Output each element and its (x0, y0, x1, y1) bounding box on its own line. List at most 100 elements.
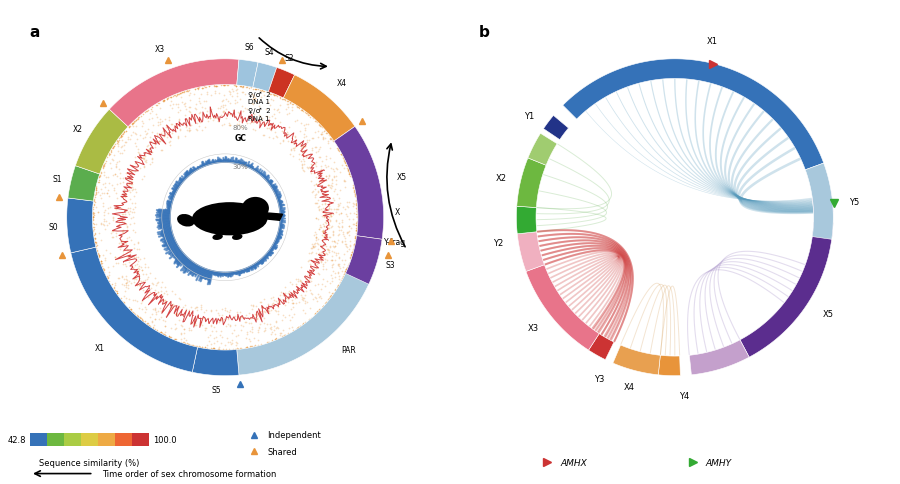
Point (217, 81, 231, 89)
Point (153, 119, 167, 126)
Text: X3: X3 (527, 324, 539, 333)
Point (110, 137, 124, 145)
Point (86, 226, 101, 234)
Point (247, 93, 261, 101)
Point (171, 117, 185, 124)
Point (229, 338, 243, 346)
Polygon shape (164, 242, 176, 247)
Point (209, 83, 223, 91)
Polygon shape (208, 271, 211, 281)
Point (163, 102, 177, 110)
Point (273, 102, 287, 110)
Polygon shape (243, 163, 245, 166)
Point (229, 123, 243, 131)
Point (162, 117, 176, 124)
Point (87, 234, 102, 242)
Point (321, 295, 336, 302)
Polygon shape (193, 266, 199, 277)
Point (97, 209, 112, 216)
Point (317, 127, 331, 135)
Point (265, 295, 279, 302)
Point (328, 216, 343, 224)
Point (284, 317, 298, 325)
Point (129, 188, 143, 196)
Polygon shape (193, 348, 239, 376)
Polygon shape (163, 241, 176, 247)
Polygon shape (207, 162, 209, 166)
Point (294, 162, 309, 169)
Point (242, 335, 256, 343)
Point (86, 206, 100, 213)
Polygon shape (267, 253, 271, 257)
Point (303, 304, 318, 312)
Point (335, 257, 349, 265)
Point (116, 179, 130, 186)
Point (298, 143, 312, 151)
Point (128, 168, 142, 176)
Point (338, 159, 352, 166)
Point (281, 101, 295, 108)
Point (328, 243, 342, 251)
Point (130, 312, 144, 319)
Point (150, 288, 165, 296)
Point (285, 323, 300, 331)
Point (245, 118, 259, 125)
Point (148, 316, 163, 323)
Point (280, 294, 294, 302)
Point (346, 243, 361, 251)
Point (320, 224, 335, 232)
Point (130, 314, 145, 321)
Polygon shape (180, 178, 184, 182)
Point (125, 120, 140, 127)
Point (297, 297, 311, 305)
Point (111, 274, 125, 282)
Polygon shape (158, 229, 172, 234)
Polygon shape (246, 269, 248, 272)
Point (144, 318, 158, 326)
Polygon shape (272, 247, 275, 250)
Point (188, 343, 202, 350)
Point (350, 222, 365, 229)
Point (88, 221, 103, 228)
Point (150, 289, 165, 297)
Point (312, 271, 327, 278)
Point (236, 84, 250, 91)
Point (322, 173, 337, 181)
Point (180, 127, 194, 135)
Point (235, 103, 249, 110)
Point (285, 153, 300, 161)
Point (109, 161, 123, 169)
Point (164, 324, 178, 332)
Point (312, 121, 327, 128)
Point (330, 281, 345, 289)
Point (210, 115, 224, 122)
Point (329, 165, 344, 173)
Point (211, 310, 225, 318)
Point (221, 120, 236, 127)
Point (341, 264, 356, 272)
Point (120, 248, 134, 256)
Point (267, 91, 282, 99)
Point (197, 326, 211, 334)
Point (343, 258, 357, 266)
Point (205, 345, 220, 352)
Point (140, 263, 155, 271)
Point (212, 346, 226, 353)
Point (117, 282, 131, 289)
Point (260, 125, 274, 133)
Polygon shape (67, 198, 95, 253)
Polygon shape (197, 167, 199, 170)
Point (238, 345, 253, 352)
Point (220, 320, 235, 328)
Point (314, 249, 328, 257)
Point (96, 217, 111, 225)
Polygon shape (221, 272, 222, 276)
Point (324, 210, 338, 218)
Point (95, 262, 110, 270)
Point (329, 286, 344, 294)
Point (203, 332, 218, 339)
Point (140, 275, 155, 283)
Point (117, 186, 131, 194)
Point (98, 180, 112, 188)
Point (130, 116, 144, 124)
